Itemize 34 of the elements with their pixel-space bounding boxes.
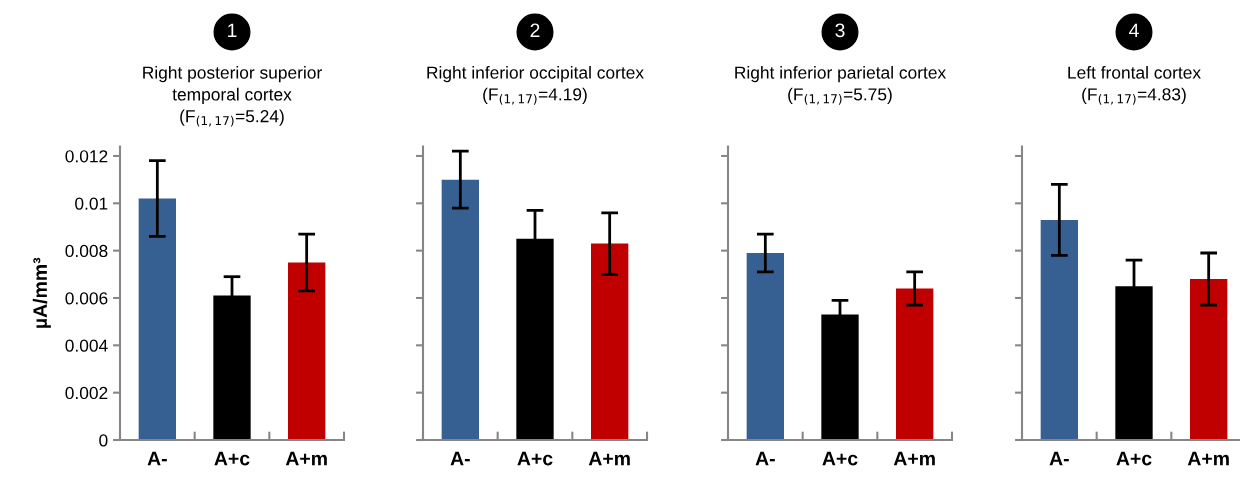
x-tick-label: A- <box>147 451 167 466</box>
chart-subtitle: (F$_{(1,17)}$=4.19) <box>483 87 587 105</box>
chart-title: Right inferior parietal cortex <box>735 66 946 83</box>
x-tick-label: A+c <box>822 451 858 466</box>
x-tick-label: A- <box>1049 451 1069 466</box>
text: 2 <box>530 23 540 38</box>
x-tick-label: A+c <box>517 451 553 466</box>
y-tick-label: 0.008 <box>65 244 108 258</box>
x-tick-label: A+c <box>1116 451 1152 466</box>
x-tick-label: A+m <box>588 451 630 466</box>
x-tick-label: A+c <box>214 451 250 466</box>
text: 3 <box>835 23 845 38</box>
y-tick-label: 0 <box>99 434 108 447</box>
y-tick-label: 0.004 <box>65 339 108 352</box>
chart-title: Right posterior superior temporal cortex <box>143 66 322 105</box>
x-tick-label: A- <box>450 451 470 466</box>
chart-title: Right inferior occipital cortex <box>427 66 644 83</box>
x-tick-label: A+m <box>1187 451 1229 466</box>
chart-subtitle: (F$_{(1,17)}$=4.83) <box>1082 87 1186 105</box>
bar <box>288 262 326 440</box>
x-tick-label: A+m <box>893 451 935 466</box>
chart-title: Left frontal cortex <box>1068 66 1201 79</box>
y-tick-label: 0.006 <box>65 292 108 305</box>
text: 1 <box>228 23 237 38</box>
y-tick-label: 0.002 <box>65 386 108 400</box>
x-tick-label: A+m <box>285 451 327 466</box>
text: 4 <box>1129 23 1139 38</box>
y-tick-label: 0.01 <box>75 197 108 210</box>
chart-subtitle: (F$_{(1,17)}$=5.24) <box>180 109 284 127</box>
chart-subtitle: (F$_{(1,17)}$=5.75) <box>788 87 892 105</box>
y-axis-title: µA/mm³ <box>32 257 51 328</box>
y-tick-label: 0.012 <box>65 150 108 163</box>
bar <box>138 198 176 440</box>
x-tick-label: A- <box>755 451 775 466</box>
